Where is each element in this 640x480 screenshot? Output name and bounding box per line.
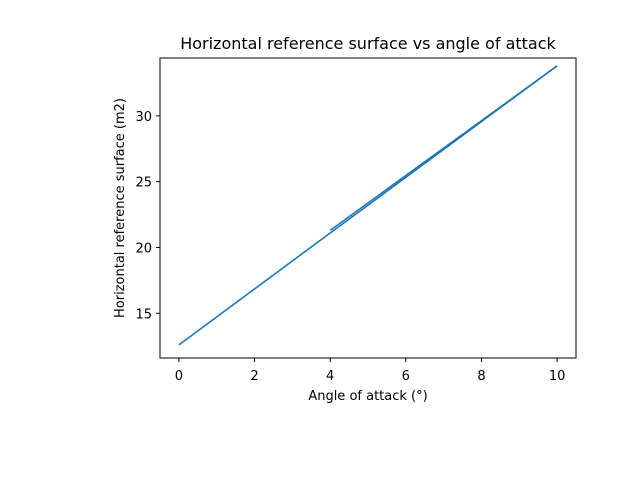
x-tick-label: 10 <box>549 369 566 384</box>
y-tick-label: 15 <box>135 307 152 322</box>
y-axis-ticks: 15 20 25 30 <box>135 110 160 322</box>
x-axis-ticks: 0 2 4 6 8 10 <box>175 358 566 384</box>
x-tick-label: 2 <box>250 369 258 384</box>
y-tick-label: 30 <box>135 110 152 125</box>
series-line-1 <box>329 65 558 232</box>
chart-title: Horizontal reference surface vs angle of… <box>180 34 556 53</box>
plot-lines <box>178 65 558 346</box>
x-tick-label: 4 <box>326 369 334 384</box>
axes-frame <box>159 57 577 359</box>
x-tick-label: 0 <box>175 369 183 384</box>
x-tick-label: 8 <box>477 369 485 384</box>
y-tick-label: 25 <box>135 176 152 191</box>
y-axis-label: Horizontal reference surface (m2) <box>113 98 128 318</box>
x-axis-label: Angle of attack (°) <box>308 389 427 404</box>
y-tick-label: 20 <box>135 241 152 256</box>
x-tick-label: 6 <box>402 369 410 384</box>
